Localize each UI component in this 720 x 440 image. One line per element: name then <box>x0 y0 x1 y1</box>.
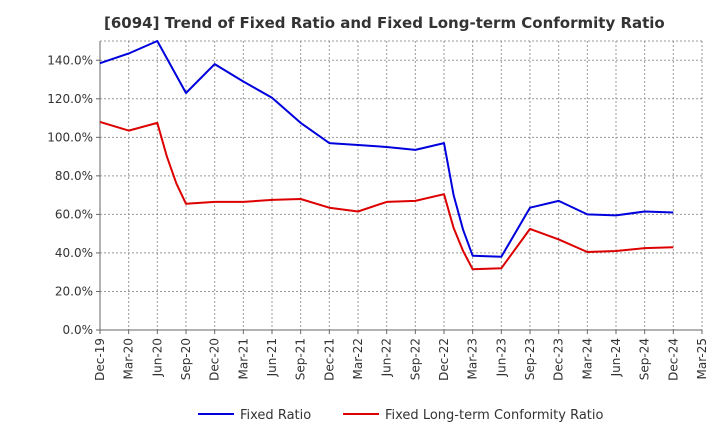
x-tick-label: Mar-20 <box>122 338 136 379</box>
series-line-2 <box>99 120 674 271</box>
x-tick-label: Mar-21 <box>236 338 250 379</box>
x-tick-label: Sep-21 <box>294 338 308 380</box>
chart-title: [6094] Trend of Fixed Ratio and Fixed Lo… <box>104 14 665 32</box>
x-tick-label: Mar-24 <box>580 338 594 379</box>
x-tick-label: Mar-25 <box>695 338 709 379</box>
x-tick-label: Dec-19 <box>93 338 107 381</box>
x-tick-label: Dec-20 <box>208 338 222 381</box>
x-tick-label: Dec-23 <box>552 338 566 381</box>
x-tick-label: Jun-24 <box>609 338 623 377</box>
x-tick-label: Sep-20 <box>179 338 193 380</box>
x-tick-label: Sep-23 <box>523 338 537 380</box>
y-tick-label: 140.0% <box>47 53 93 67</box>
x-tick-label: Jun-20 <box>150 338 164 377</box>
x-tick-label: Sep-24 <box>638 338 652 380</box>
x-tick-label: Sep-22 <box>408 338 422 380</box>
y-tick-label: 80.0% <box>55 169 93 183</box>
x-tick-label: Jun-22 <box>380 338 394 377</box>
x-tick-label: Mar-23 <box>466 338 480 379</box>
y-tick-label: 40.0% <box>55 246 93 260</box>
x-tick-label: Mar-22 <box>351 338 365 379</box>
y-tick-label: 20.0% <box>55 284 93 298</box>
x-tick-label: Dec-21 <box>322 338 336 381</box>
x-tick-label: Jun-21 <box>265 338 279 377</box>
y-tick-label: 0.0% <box>63 323 94 337</box>
y-tick-label: 100.0% <box>47 130 93 144</box>
x-tick-label: Dec-22 <box>437 338 451 381</box>
x-tick-label: Jun-23 <box>494 338 508 377</box>
y-tick-label: 60.0% <box>55 207 93 221</box>
y-tick-label: 120.0% <box>47 92 93 106</box>
legend-label-1: Fixed Ratio <box>240 408 311 423</box>
series-line-1 <box>99 40 674 258</box>
legend-label-2: Fixed Long-term Conformity Ratio <box>385 408 604 423</box>
x-tick-label: Dec-24 <box>666 338 680 381</box>
